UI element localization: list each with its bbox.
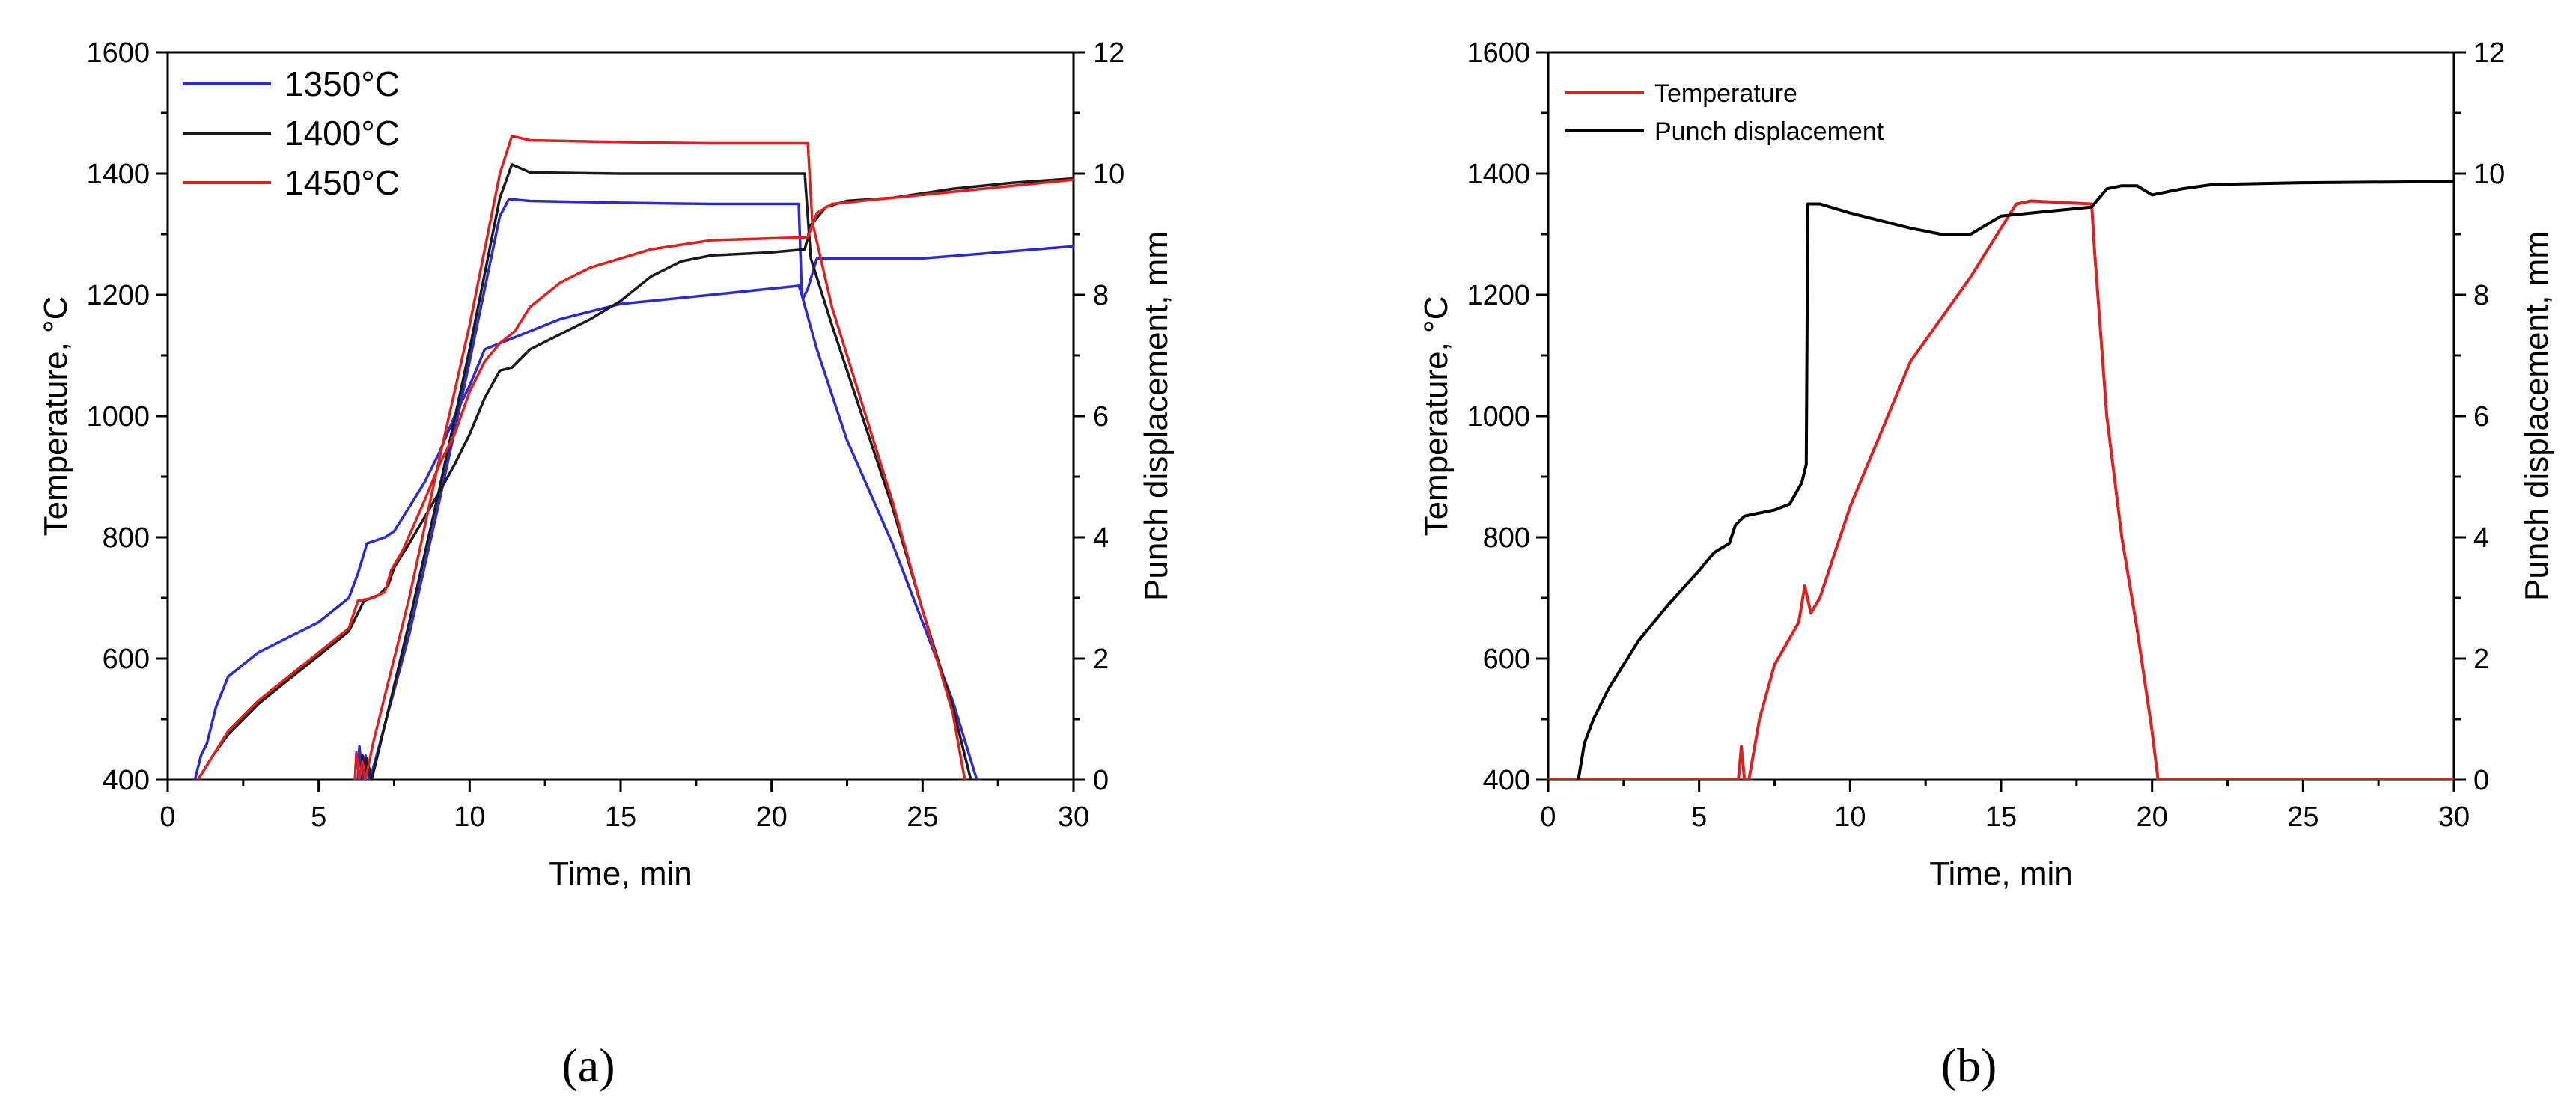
y2-tick-label: 0 [2473,765,2489,796]
x-tick-label: 5 [1691,801,1707,833]
x-axis-label: Time, min [1929,855,2073,892]
y2-tick-label: 12 [1093,37,1124,69]
y2-tick-label: 6 [1093,401,1109,433]
x-tick-label: 25 [2287,801,2318,833]
y-tick-label: 800 [1483,522,1530,554]
y2-tick-label: 10 [2473,159,2505,190]
x-tick-label: 30 [1058,801,1089,833]
y-tick-label: 400 [103,765,150,796]
y2-tick-label: 2 [1093,644,1109,675]
y2-axis-label: Punch displacement, mm [1138,231,1175,601]
panel-caption: (a) [561,1039,615,1092]
legend-label: 1450°C [284,163,400,202]
plot-frame [1547,51,2455,781]
y-tick-label: 600 [1483,644,1530,675]
y2-tick-label: 8 [2473,280,2489,311]
y-axis-label: Temperature, °C [1418,296,1455,537]
y2-tick-label: 10 [1093,159,1124,190]
plot-lines [193,135,1074,780]
y-tick-label: 1400 [1467,159,1530,190]
x-tick-label: 0 [159,801,175,833]
series-line-punch-displacement [1577,180,2454,780]
panel-caption: (b) [1941,1039,1997,1092]
y-tick-label: 1400 [86,159,150,190]
y-tick-label: 400 [1483,765,1530,796]
y2-tick-label: 6 [2473,401,2489,433]
y-tick-label: 800 [103,522,150,554]
series-line-temperature [1548,199,2454,780]
y2-tick-label: 0 [1093,765,1109,796]
x-tick-label: 10 [454,801,485,833]
plot-frame [166,51,1075,781]
y2-tick-label: 2 [2473,644,2489,675]
y-tick-label: 1000 [86,401,150,433]
y2-tick-label: 4 [2473,522,2489,554]
x-tick-label: 25 [907,801,938,833]
panel-b: 0 5 10 15 20 25 30 400 600 800 1000 1200 1400 1600 0 2 4… [1418,37,2555,1092]
x-tick-label: 15 [605,801,636,833]
legend-label: Punch displacement [1654,117,1884,146]
displacement-line-1400c [196,177,1074,780]
y-tick-label: 1600 [1467,37,1530,69]
y-tick-label: 1600 [86,37,150,69]
x-tick-label: 30 [2438,801,2470,833]
temperature-line-1400c [359,163,972,780]
x-tick-label: 10 [1834,801,1866,833]
displacement-line-1350c [193,245,1074,780]
y2-tick-label: 12 [2473,37,2505,69]
panel-a: 0 5 10 15 20 25 30 400 600 800 1000 1200 1400 1600 0 2 4… [37,37,1175,1092]
y-axis-label: Temperature, °C [37,296,74,537]
temperature-line-1350c [356,198,978,780]
y-tick-label: 1200 [86,280,150,311]
y-tick-label: 600 [103,644,150,675]
legend-label: Temperature [1654,79,1797,108]
y2-axis-label: Punch displacement, mm [2518,231,2555,601]
x-tick-label: 20 [756,801,788,833]
legend: Temperature Punch displacement [1565,79,1884,146]
temperature-line-1450c [353,135,966,780]
x-tick-label: 15 [1985,801,2017,833]
legend-label: 1350°C [284,64,400,103]
x-tick-label: 20 [2137,801,2168,833]
legend: 1350°C 1400°C 1450°C [183,64,400,202]
legend-label: 1400°C [284,114,400,153]
y2-tick-label: 8 [1093,280,1109,311]
y2-tick-label: 4 [1093,522,1109,554]
x-tick-label: 5 [311,801,326,833]
plot-lines [1548,180,2454,780]
y-tick-label: 1000 [1467,401,1530,433]
x-axis-label: Time, min [549,855,692,892]
x-tick-label: 0 [1540,801,1556,833]
y-tick-label: 1200 [1467,280,1530,311]
displacement-line-1450c [196,178,1074,780]
